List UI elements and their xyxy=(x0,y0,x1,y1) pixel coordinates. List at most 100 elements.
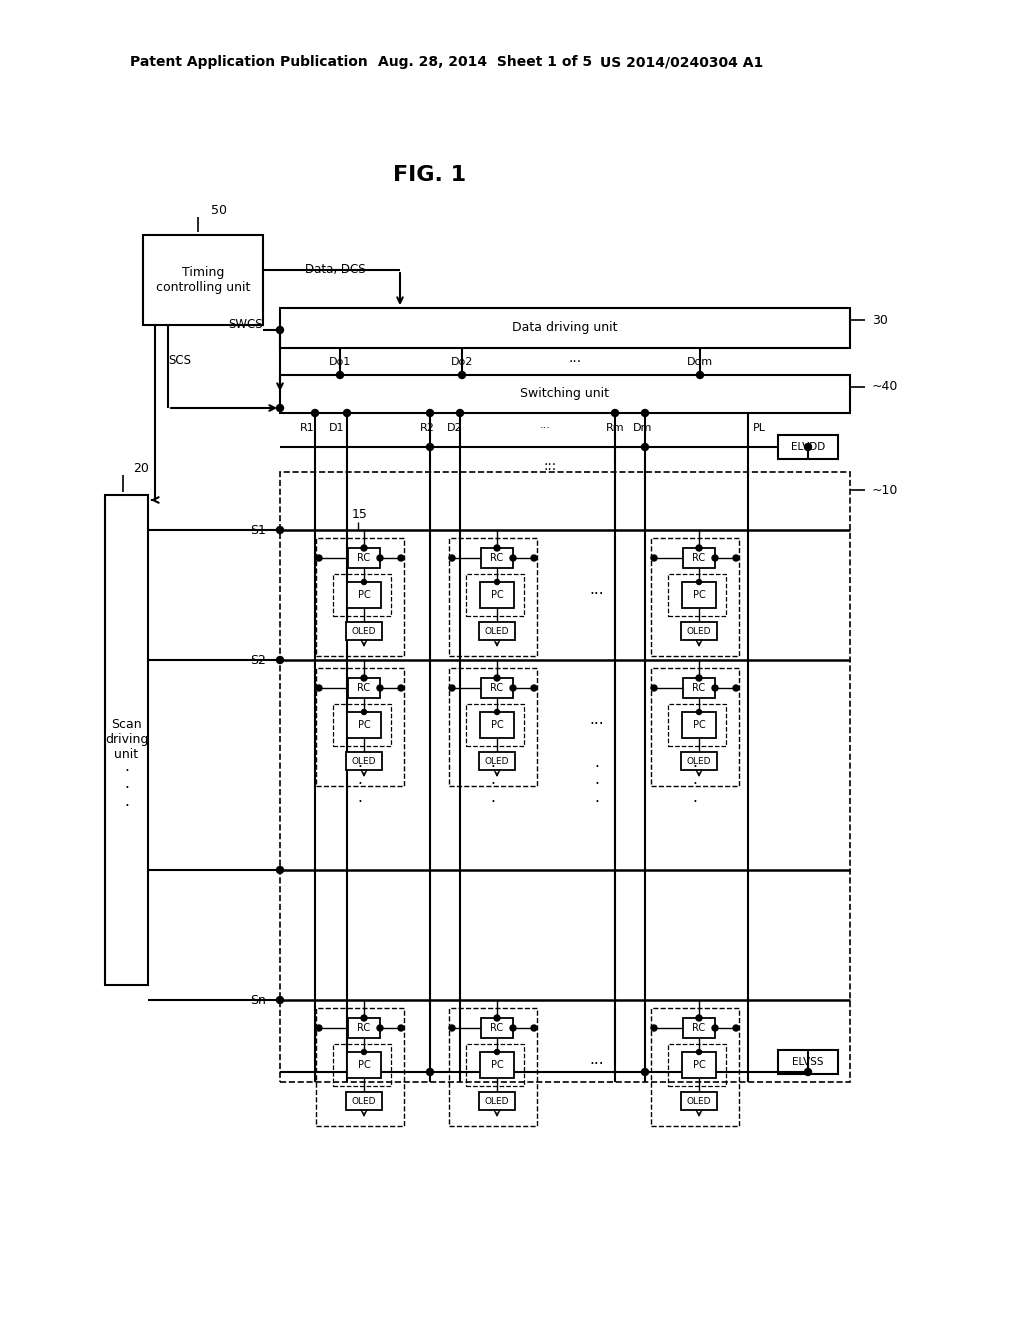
Circle shape xyxy=(316,554,322,561)
Circle shape xyxy=(696,1015,702,1020)
Bar xyxy=(449,1008,537,1126)
Bar xyxy=(105,495,148,985)
Text: ·
·
·: · · · xyxy=(357,760,362,810)
Bar xyxy=(481,548,513,568)
Bar xyxy=(480,1052,514,1078)
Bar xyxy=(316,1008,404,1126)
Bar xyxy=(466,704,524,746)
Bar xyxy=(348,678,380,698)
Text: ·
·
·: · · · xyxy=(124,764,129,814)
Text: OLED: OLED xyxy=(687,1097,712,1106)
Circle shape xyxy=(494,1015,500,1020)
Bar xyxy=(778,436,838,459)
Text: RC: RC xyxy=(490,553,504,564)
Circle shape xyxy=(696,1049,701,1055)
Text: RC: RC xyxy=(692,1023,706,1034)
Circle shape xyxy=(494,675,500,681)
Circle shape xyxy=(651,554,657,561)
Circle shape xyxy=(495,710,500,714)
Text: Dom: Dom xyxy=(687,356,713,367)
Text: RC: RC xyxy=(692,553,706,564)
Circle shape xyxy=(611,409,618,417)
Circle shape xyxy=(641,444,648,450)
Text: Rm: Rm xyxy=(605,422,625,433)
Bar xyxy=(280,308,850,348)
Bar xyxy=(348,1018,380,1038)
Text: Do2: Do2 xyxy=(451,356,473,367)
Circle shape xyxy=(276,656,284,664)
Text: R2: R2 xyxy=(420,422,434,433)
Circle shape xyxy=(651,685,657,690)
Text: SCS: SCS xyxy=(168,354,191,367)
Bar xyxy=(683,548,715,568)
Circle shape xyxy=(805,1068,811,1076)
Circle shape xyxy=(510,554,516,561)
Bar xyxy=(316,539,404,656)
Circle shape xyxy=(276,404,284,412)
Bar xyxy=(682,1052,716,1078)
Text: Scan
driving
unit: Scan driving unit xyxy=(104,718,148,762)
Bar xyxy=(347,711,381,738)
Text: RC: RC xyxy=(692,682,706,693)
Bar xyxy=(778,1049,838,1074)
Circle shape xyxy=(696,710,701,714)
Bar xyxy=(479,622,515,640)
Circle shape xyxy=(531,1026,537,1031)
Bar xyxy=(280,375,850,413)
Text: RC: RC xyxy=(357,553,371,564)
Circle shape xyxy=(494,545,500,550)
Text: Dm: Dm xyxy=(633,422,652,433)
Bar xyxy=(668,574,726,616)
Circle shape xyxy=(316,685,322,690)
Text: OLED: OLED xyxy=(352,756,376,766)
Text: OLED: OLED xyxy=(484,627,509,635)
Text: ·
·
·: · · · xyxy=(595,760,599,810)
Circle shape xyxy=(510,1026,516,1031)
Bar xyxy=(346,622,382,640)
Circle shape xyxy=(276,326,284,334)
Circle shape xyxy=(361,675,367,681)
Text: S2: S2 xyxy=(250,653,266,667)
Text: ···: ··· xyxy=(590,718,604,733)
Text: ···: ··· xyxy=(544,463,557,477)
Bar xyxy=(683,1018,715,1038)
Circle shape xyxy=(805,444,811,450)
Circle shape xyxy=(651,1026,657,1031)
Bar xyxy=(347,1052,381,1078)
Bar xyxy=(346,752,382,770)
Text: PC: PC xyxy=(692,719,706,730)
Circle shape xyxy=(641,409,648,417)
Bar xyxy=(479,1092,515,1110)
Bar xyxy=(280,473,850,1082)
Circle shape xyxy=(427,1068,433,1076)
Circle shape xyxy=(361,1015,367,1020)
Bar xyxy=(681,752,717,770)
Text: Switching unit: Switching unit xyxy=(520,388,609,400)
Circle shape xyxy=(337,371,343,379)
Bar xyxy=(333,574,391,616)
Circle shape xyxy=(427,409,433,417)
Bar xyxy=(316,668,404,785)
Text: SWCS: SWCS xyxy=(228,318,262,331)
Bar xyxy=(681,1092,717,1110)
Text: R1: R1 xyxy=(300,422,314,433)
Circle shape xyxy=(712,1026,718,1031)
Text: ···: ··· xyxy=(544,458,557,473)
Circle shape xyxy=(276,527,284,533)
Bar xyxy=(480,711,514,738)
Text: D1: D1 xyxy=(330,422,345,433)
Circle shape xyxy=(733,554,739,561)
Circle shape xyxy=(311,409,318,417)
Bar xyxy=(466,1044,524,1086)
Bar xyxy=(681,622,717,640)
Bar xyxy=(479,752,515,770)
Text: Data driving unit: Data driving unit xyxy=(512,322,617,334)
Circle shape xyxy=(696,371,703,379)
Circle shape xyxy=(459,371,466,379)
Bar xyxy=(348,548,380,568)
Circle shape xyxy=(712,685,718,690)
Text: ···: ··· xyxy=(540,422,551,433)
Circle shape xyxy=(316,1026,322,1031)
Text: Sn: Sn xyxy=(250,994,266,1006)
Bar xyxy=(668,1044,726,1086)
